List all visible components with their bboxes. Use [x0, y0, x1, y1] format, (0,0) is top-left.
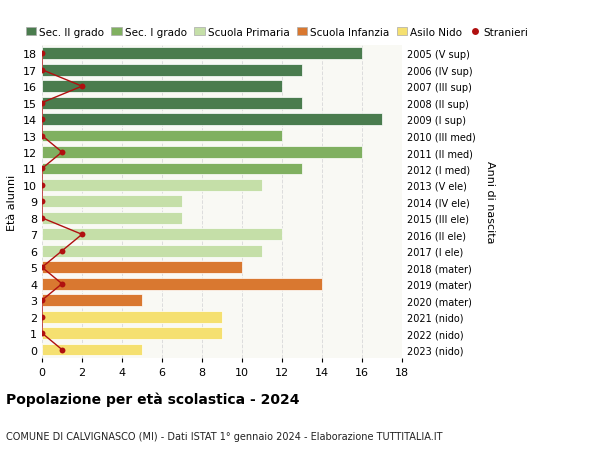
Point [57, 346, 67, 353]
Legend: Sec. II grado, Sec. I grado, Scuola Primaria, Scuola Infanzia, Asilo Nido, Stran: Sec. II grado, Sec. I grado, Scuola Prim… [26, 28, 528, 38]
Bar [42, 295, 142, 307]
Point [77, 83, 87, 90]
Point [37, 313, 47, 321]
Bar [42, 311, 222, 323]
Point [37, 67, 47, 74]
Text: Popolazione per età scolastica - 2024: Popolazione per età scolastica - 2024 [6, 392, 299, 406]
Bar [42, 97, 302, 109]
Point [37, 165, 47, 173]
Bar [42, 327, 222, 339]
Bar [42, 147, 362, 159]
Point [37, 330, 47, 337]
Point [77, 231, 87, 239]
Bar [42, 262, 242, 274]
Point [57, 247, 67, 255]
Bar [42, 344, 142, 356]
Point [37, 215, 47, 222]
Point [57, 280, 67, 288]
Point [37, 133, 47, 140]
Bar [42, 213, 182, 224]
Bar [42, 179, 262, 191]
Bar [42, 48, 362, 60]
Text: COMUNE DI CALVIGNASCO (MI) - Dati ISTAT 1° gennaio 2024 - Elaborazione TUTTITALI: COMUNE DI CALVIGNASCO (MI) - Dati ISTAT … [6, 431, 443, 441]
Y-axis label: Età alunni: Età alunni [7, 174, 17, 230]
Bar [42, 81, 282, 93]
Bar [42, 163, 302, 175]
Point [37, 297, 47, 304]
Bar [42, 114, 382, 126]
Bar [42, 196, 182, 208]
Point [37, 100, 47, 107]
Point [37, 182, 47, 189]
Bar [42, 245, 262, 257]
Bar [42, 278, 322, 290]
Point [37, 116, 47, 123]
Bar [42, 130, 282, 142]
Point [37, 198, 47, 206]
Bar [42, 65, 302, 77]
Bar [42, 229, 282, 241]
Y-axis label: Anni di nascita: Anni di nascita [485, 161, 495, 243]
Point [37, 50, 47, 58]
Point [57, 149, 67, 157]
Point [37, 264, 47, 271]
